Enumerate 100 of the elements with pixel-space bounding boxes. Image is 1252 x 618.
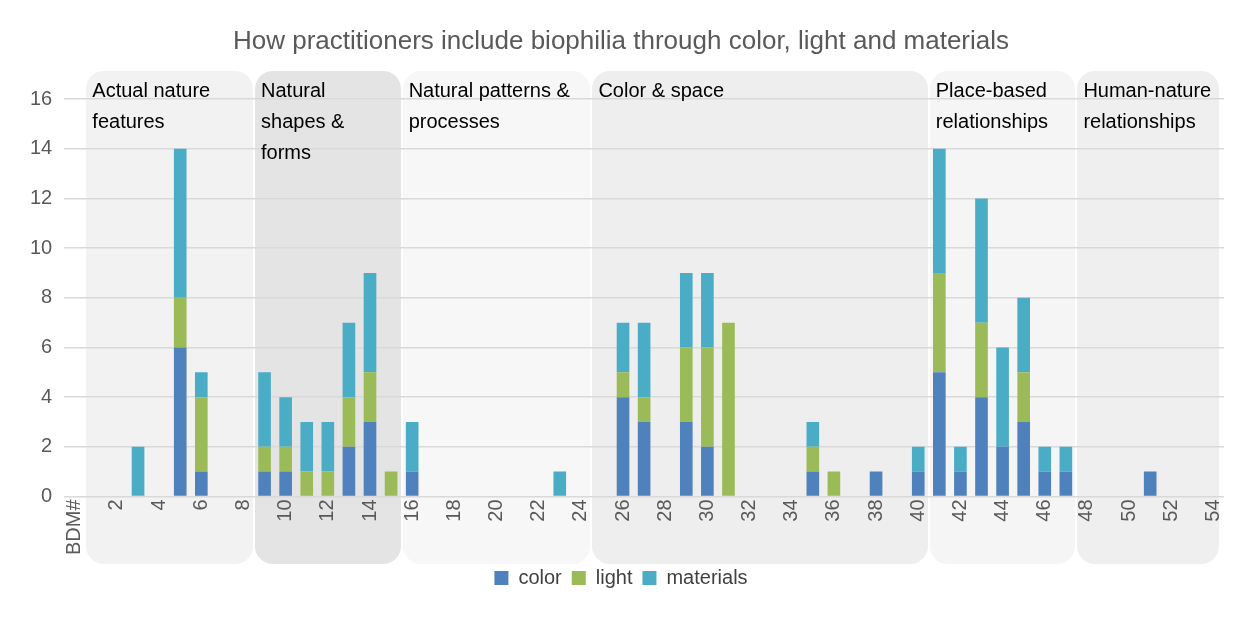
annotation: Place-based relationships — [935, 78, 1050, 135]
bar — [279, 471, 292, 496]
bar — [616, 397, 630, 496]
bar — [996, 347, 1009, 447]
bar — [405, 421, 419, 472]
x-tick-label: 36 — [821, 499, 844, 522]
bar — [342, 322, 356, 398]
bar — [342, 446, 356, 496]
bar — [321, 471, 335, 496]
x-tick-label: 44 — [990, 499, 1013, 522]
x-tick-label: 26 — [610, 499, 633, 522]
bar — [637, 397, 651, 422]
bar — [1017, 297, 1031, 373]
bar — [933, 148, 946, 273]
x-tick-label: 6 — [188, 499, 211, 511]
bar — [806, 421, 820, 447]
bar — [637, 322, 651, 398]
bar — [321, 421, 335, 472]
legend-label: light — [595, 565, 633, 588]
bar — [258, 446, 271, 472]
x-tick-label: 34 — [779, 499, 802, 522]
bar — [1059, 446, 1073, 472]
x-tick-label: 40 — [905, 499, 928, 522]
x-tick-label: 48 — [1074, 499, 1097, 522]
x-tick-label: BDM# — [62, 498, 85, 556]
bar — [975, 198, 988, 323]
annotation: Actual nature features — [92, 78, 212, 135]
bar — [1059, 471, 1073, 496]
x-tick-label: 2 — [104, 499, 127, 511]
bar — [1017, 421, 1031, 496]
annotation: Natural shapes & forms — [261, 78, 346, 166]
bar — [279, 446, 292, 472]
bar — [300, 471, 314, 496]
x-tick-label: 38 — [863, 499, 886, 522]
bar — [194, 471, 208, 496]
legend-label: materials — [666, 565, 748, 588]
x-tick-label: 50 — [1116, 499, 1139, 522]
bar — [173, 297, 187, 348]
bar — [194, 397, 208, 472]
bar — [616, 322, 630, 373]
x-tick-label: 20 — [484, 499, 507, 522]
x-tick-label: 22 — [526, 499, 549, 522]
bar — [975, 322, 988, 398]
bar — [1017, 372, 1031, 422]
bar — [173, 148, 187, 298]
x-tick-label: 46 — [1032, 499, 1055, 522]
bar — [300, 421, 314, 472]
y-tick-label: 10 — [30, 235, 53, 258]
y-tick-label: 16 — [30, 86, 53, 109]
legend-label: color — [518, 565, 563, 588]
bar — [679, 347, 693, 422]
bar — [806, 471, 820, 496]
bar — [363, 272, 377, 373]
bar — [405, 471, 419, 496]
bar — [363, 421, 377, 496]
bar — [279, 397, 292, 447]
bar — [722, 322, 735, 496]
bar — [194, 372, 208, 398]
x-tick-label: 12 — [315, 499, 338, 522]
bar — [975, 397, 988, 496]
bar — [996, 446, 1009, 496]
y-tick-label: 14 — [30, 136, 53, 159]
y-tick-label: 4 — [41, 384, 53, 407]
bar — [1038, 471, 1052, 496]
annotation: Natural patterns & processes — [408, 78, 571, 135]
bar — [173, 347, 187, 496]
x-tick-label: 42 — [947, 499, 970, 522]
bar — [553, 471, 567, 496]
bar — [384, 471, 398, 496]
x-tick-label: 10 — [273, 499, 296, 522]
x-tick-label: 28 — [652, 499, 675, 522]
x-tick-label: 54 — [1200, 499, 1223, 522]
y-tick-label: 12 — [30, 186, 53, 209]
bar — [701, 272, 714, 348]
x-tick-label: 52 — [1158, 499, 1181, 522]
x-tick-label: 16 — [399, 499, 422, 522]
bar — [258, 372, 271, 447]
bar — [679, 421, 693, 496]
bar — [911, 471, 925, 496]
y-tick-label: 2 — [41, 434, 53, 457]
bar — [806, 446, 820, 472]
bar — [1143, 471, 1157, 496]
x-tick-label: 4 — [146, 499, 169, 511]
bar — [869, 471, 883, 496]
bar — [679, 272, 693, 348]
bar — [342, 397, 356, 447]
y-tick-label: 6 — [41, 334, 53, 357]
bar — [827, 471, 841, 496]
bar — [1038, 446, 1052, 472]
bar — [701, 446, 714, 496]
bar — [363, 372, 377, 422]
bar — [637, 421, 651, 496]
y-tick-label: 0 — [41, 483, 53, 506]
x-tick-label: 24 — [568, 499, 591, 522]
bar — [701, 347, 714, 447]
bar — [933, 372, 946, 496]
chart-title: How practitioners include biophilia through color, light and materials — [232, 24, 1010, 55]
bar — [616, 372, 630, 398]
x-tick-label: 14 — [357, 499, 380, 522]
bar — [911, 446, 925, 472]
